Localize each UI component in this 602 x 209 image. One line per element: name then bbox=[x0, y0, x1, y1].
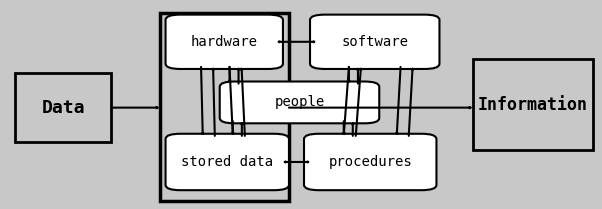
Text: Data: Data bbox=[42, 99, 85, 117]
Text: procedures: procedures bbox=[328, 155, 412, 169]
Text: people: people bbox=[275, 96, 324, 109]
Text: Information: Information bbox=[478, 96, 588, 113]
Text: stored data: stored data bbox=[181, 155, 273, 169]
FancyBboxPatch shape bbox=[166, 134, 289, 190]
FancyBboxPatch shape bbox=[166, 15, 283, 69]
Text: hardware: hardware bbox=[191, 35, 258, 49]
FancyBboxPatch shape bbox=[220, 82, 379, 123]
FancyBboxPatch shape bbox=[160, 13, 289, 201]
FancyBboxPatch shape bbox=[15, 73, 111, 142]
FancyBboxPatch shape bbox=[304, 134, 436, 190]
Text: software: software bbox=[341, 35, 408, 49]
FancyBboxPatch shape bbox=[473, 59, 593, 150]
FancyBboxPatch shape bbox=[310, 15, 439, 69]
